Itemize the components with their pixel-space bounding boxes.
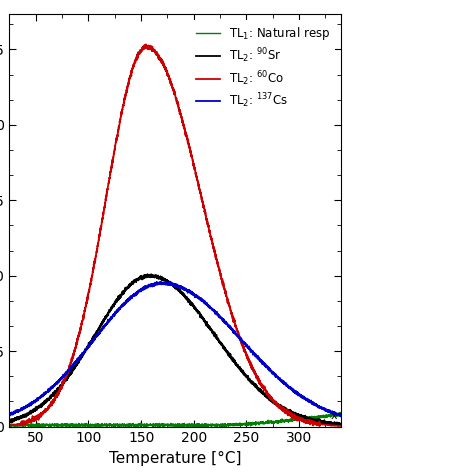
TL$_2$: $^{137}$Cs: (300, 0.643): $^{137}$Cs: (300, 0.643) (296, 392, 302, 397)
TL$_2$: $^{137}$Cs: (165, 2.88): $^{137}$Cs: (165, 2.88) (154, 279, 159, 285)
Line: TL$_2$: $^{90}$Sr: TL$_2$: $^{90}$Sr (9, 274, 341, 426)
TL$_2$: $^{137}$Cs: (334, 0.284): $^{137}$Cs: (334, 0.284) (332, 410, 337, 415)
TL$_2$: $^{137}$Cs: (339, 0.201): $^{137}$Cs: (339, 0.201) (338, 414, 344, 419)
TL$_2$: $^{60}$Co: (334, 0.0203): $^{60}$Co: (334, 0.0203) (332, 423, 337, 428)
TL$_1$: Natural resp: (340, 0.238): Natural resp: (340, 0.238) (338, 412, 344, 418)
TL$_1$: Natural resp: (339, 0.28): Natural resp: (339, 0.28) (337, 410, 343, 415)
TL$_2$: $^{137}$Cs: (340, 0.228): $^{137}$Cs: (340, 0.228) (338, 412, 344, 418)
TL$_2$: $^{60}$Co: (25, 0.0217): $^{60}$Co: (25, 0.0217) (7, 423, 12, 428)
Line: TL$_2$: $^{137}$Cs: TL$_2$: $^{137}$Cs (9, 282, 341, 417)
X-axis label: Temperature [°C]: Temperature [°C] (109, 451, 242, 466)
TL$_1$: Natural resp: (334, 0.243): Natural resp: (334, 0.243) (332, 411, 337, 417)
TL$_2$: $^{90}$Sr: (60.9, 0.51): $^{90}$Sr: (60.9, 0.51) (45, 398, 50, 404)
TL$_1$: Natural resp: (160, 0.0292): Natural resp: (160, 0.0292) (148, 422, 154, 428)
TL$_2$: $^{90}$Sr: (160, 2.98): $^{90}$Sr: (160, 2.98) (148, 274, 154, 280)
TL$_2$: $^{60}$Co: (146, 7.31): $^{60}$Co: (146, 7.31) (134, 56, 139, 62)
TL$_1$: Natural resp: (79.7, 0.0558): Natural resp: (79.7, 0.0558) (64, 421, 70, 427)
TL$_2$: $^{137}$Cs: (146, 2.67): $^{137}$Cs: (146, 2.67) (134, 290, 139, 295)
TL$_2$: $^{137}$Cs: (60.9, 0.695): $^{137}$Cs: (60.9, 0.695) (45, 389, 50, 394)
Legend: TL$_1$: Natural resp, TL$_2$: $^{90}$Sr, TL$_2$: $^{60}$Co, TL$_2$: $^{137}$Cs: TL$_1$: Natural resp, TL$_2$: $^{90}$Sr,… (191, 20, 336, 115)
TL$_2$: $^{137}$Cs: (25, 0.223): $^{137}$Cs: (25, 0.223) (7, 412, 12, 418)
TL$_1$: Natural resp: (61, 0.0358): Natural resp: (61, 0.0358) (45, 422, 50, 428)
Text: x: x (330, 410, 337, 420)
TL$_1$: Natural resp: (300, 0.149): Natural resp: (300, 0.149) (296, 416, 302, 422)
TL$_2$: $^{60}$Co: (340, 0.0135): $^{60}$Co: (340, 0.0135) (338, 423, 344, 429)
TL$_2$: $^{137}$Cs: (159, 2.8): $^{137}$Cs: (159, 2.8) (148, 283, 154, 289)
TL$_1$: Natural resp: (26.3, 0): Natural resp: (26.3, 0) (8, 424, 14, 429)
Line: TL$_1$: Natural resp: TL$_1$: Natural resp (9, 412, 341, 427)
TL$_2$: $^{90}$Sr: (337, 0.0136): $^{90}$Sr: (337, 0.0136) (336, 423, 341, 429)
TL$_1$: Natural resp: (25, 0.04): Natural resp: (25, 0.04) (7, 422, 12, 428)
Line: TL$_2$: $^{60}$Co: TL$_2$: $^{60}$Co (9, 45, 341, 426)
TL$_2$: $^{60}$Co: (160, 7.52): $^{60}$Co: (160, 7.52) (148, 46, 154, 51)
TL$_2$: $^{90}$Sr: (300, 0.224): $^{90}$Sr: (300, 0.224) (296, 412, 302, 418)
TL$_2$: $^{90}$Sr: (146, 2.92): $^{90}$Sr: (146, 2.92) (134, 277, 139, 283)
TL$_2$: $^{137}$Cs: (79.6, 1.08): $^{137}$Cs: (79.6, 1.08) (64, 369, 70, 375)
TL$_2$: $^{90}$Sr: (25, 0.0853): $^{90}$Sr: (25, 0.0853) (7, 419, 12, 425)
TL$_2$: $^{60}$Co: (79.6, 1.02): $^{60}$Co: (79.6, 1.02) (64, 373, 70, 378)
TL$_2$: $^{60}$Co: (300, 0.164): $^{60}$Co: (300, 0.164) (296, 416, 302, 421)
TL$_2$: $^{90}$Sr: (340, 0.0228): $^{90}$Sr: (340, 0.0228) (338, 423, 344, 428)
TL$_1$: Natural resp: (146, 0.0189): Natural resp: (146, 0.0189) (134, 423, 140, 428)
TL$_2$: $^{60}$Co: (60.9, 0.357): $^{60}$Co: (60.9, 0.357) (45, 406, 50, 411)
TL$_2$: $^{90}$Sr: (334, 0.0652): $^{90}$Sr: (334, 0.0652) (332, 420, 337, 426)
TL$_2$: $^{90}$Sr: (156, 3.03): $^{90}$Sr: (156, 3.03) (145, 271, 150, 277)
TL$_2$: $^{60}$Co: (155, 7.6): $^{60}$Co: (155, 7.6) (143, 42, 149, 47)
TL$_2$: $^{90}$Sr: (79.6, 0.971): $^{90}$Sr: (79.6, 0.971) (64, 375, 70, 381)
